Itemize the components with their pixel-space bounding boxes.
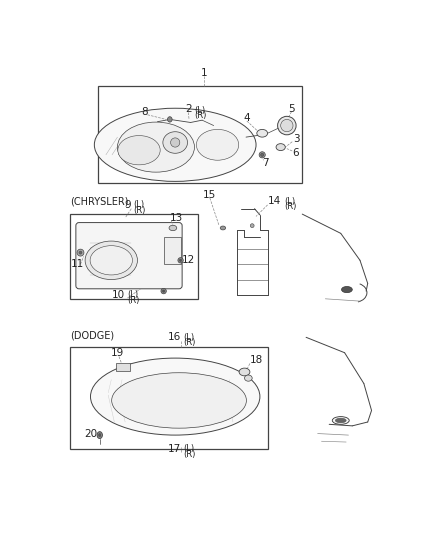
Text: 3: 3 <box>293 134 300 144</box>
Text: (L): (L) <box>127 290 138 300</box>
Text: (L): (L) <box>184 333 195 342</box>
Text: 16: 16 <box>168 332 181 342</box>
Text: (R): (R) <box>184 450 196 459</box>
Ellipse shape <box>178 257 183 263</box>
Ellipse shape <box>118 135 160 165</box>
Ellipse shape <box>167 117 172 122</box>
Text: 14: 14 <box>268 196 281 206</box>
Text: 1: 1 <box>201 68 208 78</box>
Ellipse shape <box>99 433 101 437</box>
Text: (R): (R) <box>133 206 145 215</box>
Ellipse shape <box>196 130 239 160</box>
Ellipse shape <box>250 224 254 228</box>
Bar <box>98 85 302 183</box>
Text: (R): (R) <box>194 111 207 120</box>
Ellipse shape <box>94 108 256 181</box>
Ellipse shape <box>117 122 194 172</box>
Text: 4: 4 <box>244 113 250 123</box>
Text: 8: 8 <box>141 108 148 117</box>
Text: 13: 13 <box>170 213 183 223</box>
Ellipse shape <box>281 119 293 132</box>
Ellipse shape <box>261 154 264 156</box>
FancyBboxPatch shape <box>76 223 182 289</box>
Ellipse shape <box>342 287 352 293</box>
Ellipse shape <box>170 138 180 147</box>
Ellipse shape <box>220 226 226 230</box>
Bar <box>70 348 268 449</box>
Ellipse shape <box>79 251 82 254</box>
Bar <box>164 237 180 264</box>
Bar <box>116 364 130 371</box>
Bar <box>70 214 198 299</box>
Text: 2: 2 <box>185 103 192 114</box>
Ellipse shape <box>161 288 166 294</box>
Ellipse shape <box>332 417 349 424</box>
Ellipse shape <box>180 259 182 262</box>
Text: 6: 6 <box>292 148 299 158</box>
Text: (R): (R) <box>127 296 140 305</box>
Ellipse shape <box>278 116 296 135</box>
Text: (L): (L) <box>133 200 144 209</box>
Text: (DODGE): (DODGE) <box>70 330 114 340</box>
Text: 12: 12 <box>181 255 194 265</box>
Ellipse shape <box>77 249 84 256</box>
Text: 5: 5 <box>288 103 295 114</box>
Text: 20: 20 <box>85 429 98 439</box>
Ellipse shape <box>91 358 260 435</box>
Ellipse shape <box>244 375 252 381</box>
Text: 10: 10 <box>112 290 125 300</box>
Text: 15: 15 <box>203 190 216 200</box>
Text: (L): (L) <box>194 106 205 115</box>
Text: 19: 19 <box>111 348 124 358</box>
Ellipse shape <box>90 246 132 275</box>
Ellipse shape <box>169 225 177 231</box>
Ellipse shape <box>259 152 265 158</box>
Ellipse shape <box>257 130 268 137</box>
Text: (R): (R) <box>184 338 196 347</box>
Text: (CHRYSLER): (CHRYSLER) <box>70 196 128 206</box>
Ellipse shape <box>163 132 187 154</box>
Ellipse shape <box>239 368 250 376</box>
Text: 7: 7 <box>262 158 268 167</box>
Text: (R): (R) <box>285 202 297 211</box>
Text: 9: 9 <box>124 200 131 210</box>
Ellipse shape <box>162 290 165 292</box>
Ellipse shape <box>336 418 346 423</box>
Ellipse shape <box>85 241 138 280</box>
Text: 17: 17 <box>168 444 181 454</box>
Ellipse shape <box>112 373 247 428</box>
Text: (L): (L) <box>285 197 296 206</box>
Text: 11: 11 <box>71 259 85 269</box>
Text: (L): (L) <box>184 445 195 454</box>
Text: 18: 18 <box>250 356 263 366</box>
Ellipse shape <box>97 432 102 439</box>
Ellipse shape <box>276 144 285 151</box>
